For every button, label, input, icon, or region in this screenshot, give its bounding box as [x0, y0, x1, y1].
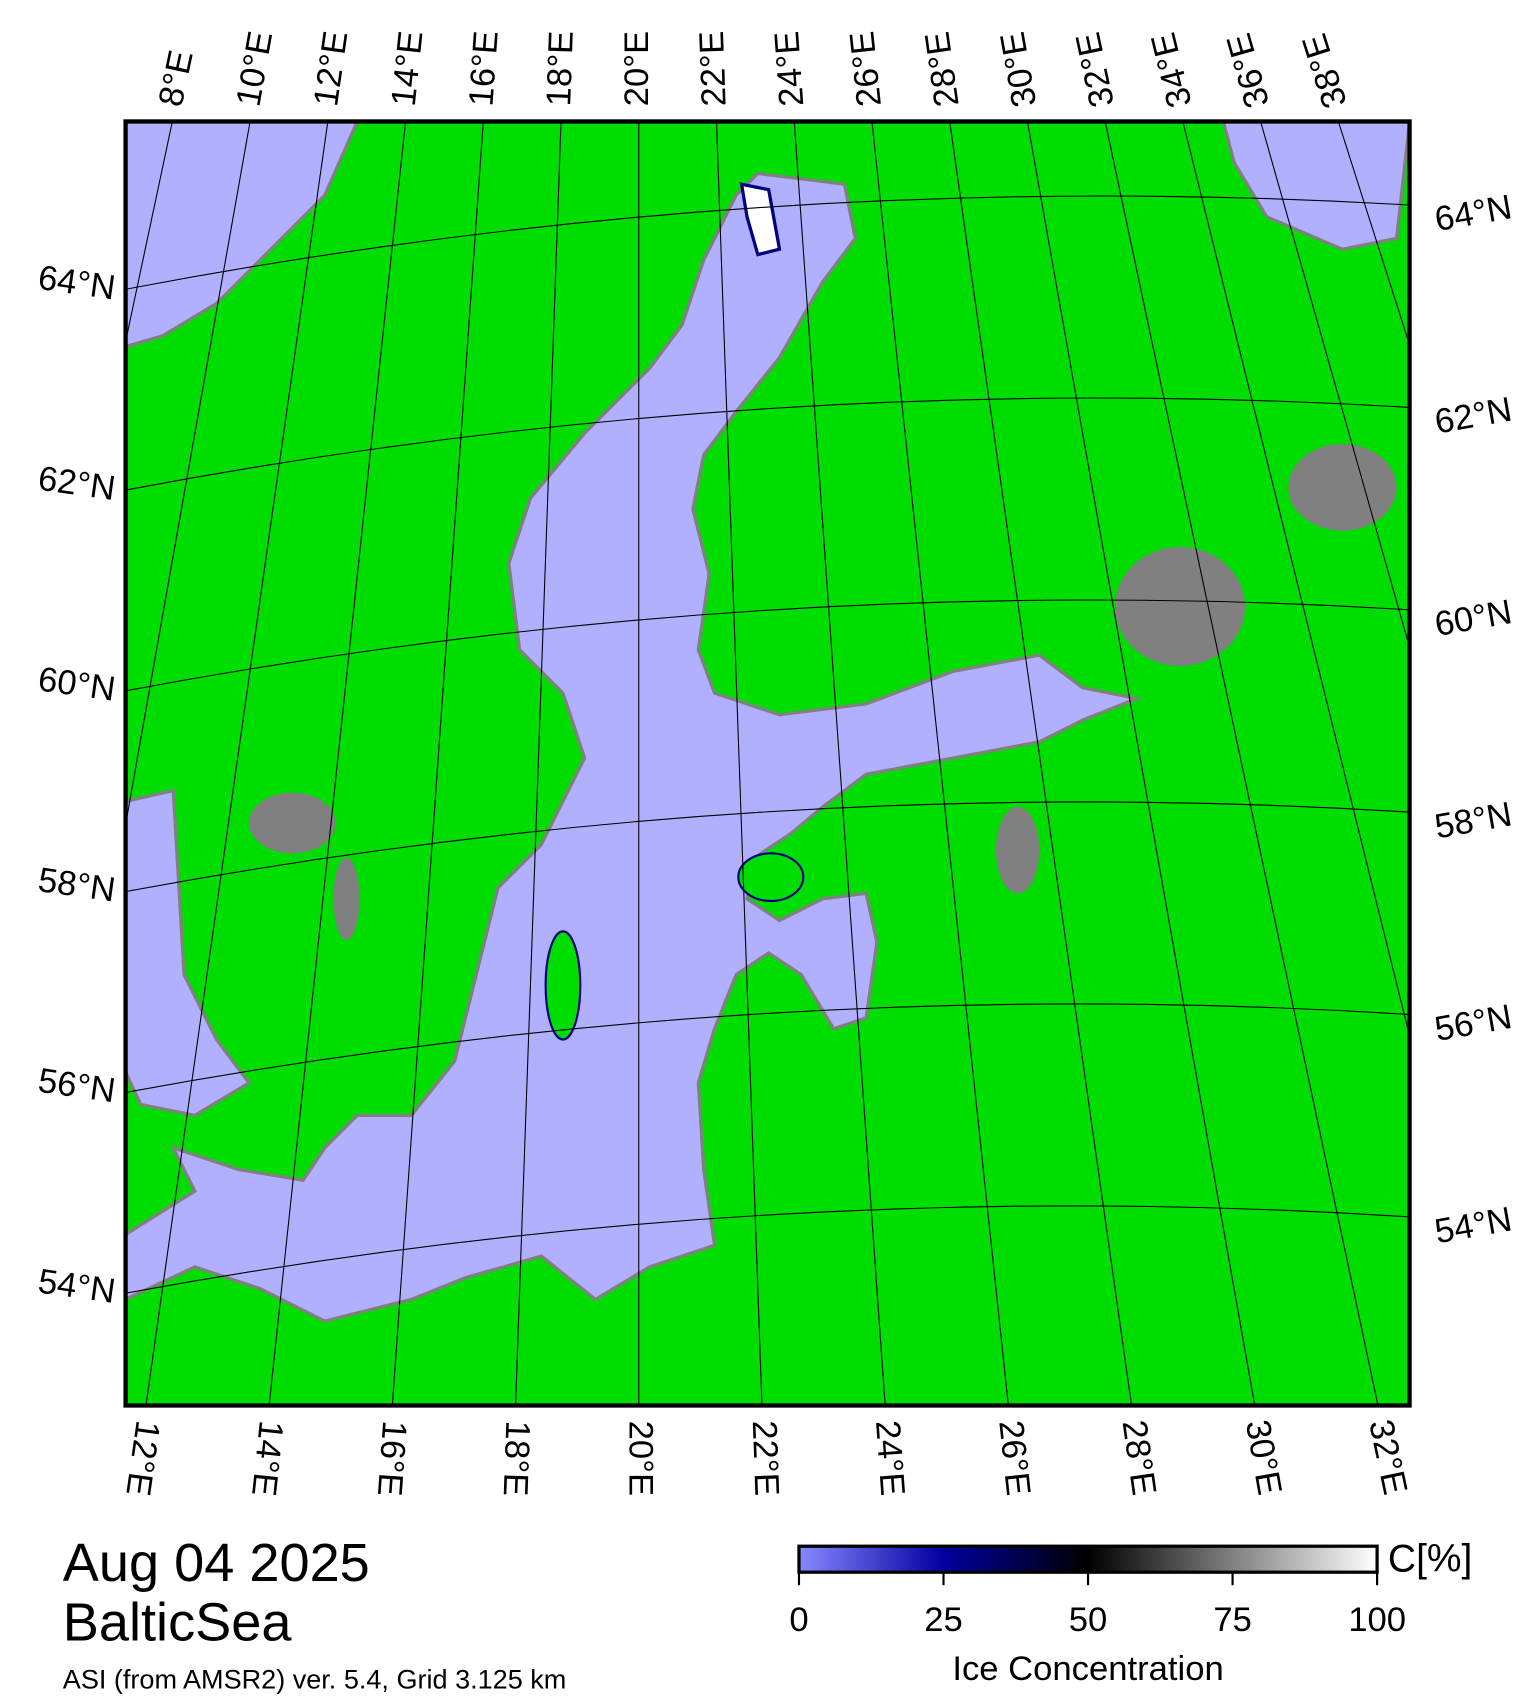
- longitude-label: 28°E: [918, 29, 966, 109]
- longitude-label: 24°E: [768, 30, 811, 108]
- longitude-label: 16°E: [462, 30, 505, 108]
- colorbar-tick-label: 25: [924, 1601, 963, 1639]
- colorbar-tick-label: 75: [1213, 1601, 1252, 1639]
- latitude-label: 64°N: [1432, 188, 1515, 239]
- kattegat: [125, 788, 252, 1118]
- latitude-label: 56°N: [36, 1062, 118, 1110]
- latitude-label: 62°N: [36, 460, 118, 508]
- latitude-label: 62°N: [1432, 391, 1515, 442]
- ice-patch: [739, 182, 782, 257]
- longitude-label: 18°E: [540, 30, 581, 107]
- lake: [249, 792, 336, 854]
- latitude-label: 58°N: [36, 861, 118, 909]
- colorbar-ticks: 0 25 50 75 100: [789, 1572, 1406, 1639]
- longitude-label: 34°E: [1144, 29, 1199, 111]
- longitude-label: 14°E: [244, 1419, 290, 1498]
- longitude-label: 32°E: [1361, 1416, 1414, 1498]
- longitude-label: 8°E: [152, 47, 201, 110]
- latitude-label: 54°N: [1432, 1200, 1515, 1251]
- parallel: [125, 801, 1410, 893]
- longitude-label: 28°E: [1115, 1418, 1163, 1498]
- parallel: [125, 599, 1410, 692]
- longitude-label: 26°E: [991, 1418, 1037, 1497]
- colorbar-tick-label: 100: [1348, 1601, 1406, 1639]
- longitude-label: 24°E: [868, 1419, 911, 1497]
- longitude-label: 26°E: [843, 29, 889, 108]
- saaremaa: [737, 852, 805, 903]
- meridian: [715, 121, 763, 1406]
- meridian: [1104, 121, 1379, 1406]
- map-frame: [123, 119, 1412, 1408]
- meridian: [268, 121, 407, 1406]
- meridian: [793, 121, 886, 1406]
- parallel: [125, 1003, 1410, 1094]
- meridian: [1182, 121, 1410, 1039]
- parallel: [125, 397, 1410, 491]
- meridian: [1026, 121, 1256, 1406]
- norwegian-sea: [125, 121, 360, 349]
- longitude-label: 36°E: [1220, 29, 1277, 112]
- lake: [996, 806, 1040, 894]
- parallel: [125, 195, 1410, 290]
- latitude-label: 54°N: [36, 1263, 118, 1311]
- longitude-label: 10°E: [230, 28, 281, 109]
- longitude-label: 32°E: [1069, 29, 1122, 111]
- meridian: [125, 121, 251, 828]
- region: BalticSea: [63, 1593, 293, 1653]
- longitude-label: 22°E: [693, 30, 734, 107]
- colorbar: [797, 1544, 1379, 1574]
- meridian: [515, 121, 562, 1406]
- longitude-label: 22°E: [745, 1420, 786, 1497]
- longitude-label: 30°E: [994, 29, 1045, 110]
- parallel: [125, 1205, 1410, 1294]
- baltic-sea: [125, 171, 1143, 1323]
- meridian: [145, 121, 329, 1406]
- longitude-label: 38°E: [1296, 29, 1355, 112]
- longitude-label: 16°E: [370, 1419, 413, 1497]
- meridian: [1260, 121, 1410, 650]
- latitude-label: 60°N: [36, 660, 118, 708]
- meridian: [1337, 121, 1410, 347]
- longitude-label: 12°E: [118, 1418, 166, 1498]
- colorbar-unit: C[%]: [1388, 1538, 1472, 1581]
- latitude-label: 58°N: [1432, 796, 1515, 847]
- longitude-label: 14°E: [385, 29, 431, 108]
- longitude-label: 18°E: [496, 1420, 537, 1497]
- caption: ASI (from AMSR2) ver. 5.4, Grid 3.125 km: [63, 1665, 567, 1695]
- colorbar-tick-label: 50: [1069, 1601, 1108, 1639]
- longitude-label: 30°E: [1238, 1417, 1289, 1498]
- longitude-label: 12°E: [307, 29, 355, 109]
- latitude-label: 56°N: [1432, 998, 1515, 1049]
- gotland: [544, 930, 582, 1041]
- colorbar-label: Ice Concentration: [952, 1650, 1223, 1688]
- meridian: [0, 121, 95, 1405]
- meridian: [871, 121, 1009, 1406]
- meridian: [949, 121, 1133, 1406]
- longitude-label: 20°E: [618, 31, 656, 106]
- meridian: [0, 121, 17, 1405]
- longitude-label: 20°E: [622, 1421, 660, 1496]
- lake: [1288, 444, 1397, 531]
- date: Aug 04 2025: [63, 1533, 370, 1593]
- latitude-label: 60°N: [1432, 593, 1515, 644]
- meridian: [391, 121, 484, 1406]
- colorbar-tick-label: 0: [789, 1601, 808, 1639]
- graticule-labels: 8°E 10°E 12°E 14°E 16°E 18°E 20°E 22°E 24°E 26°E 2…: [36, 28, 1515, 1498]
- latitude-label: 64°N: [36, 259, 118, 307]
- lake: [1115, 546, 1246, 667]
- lake: [333, 857, 360, 940]
